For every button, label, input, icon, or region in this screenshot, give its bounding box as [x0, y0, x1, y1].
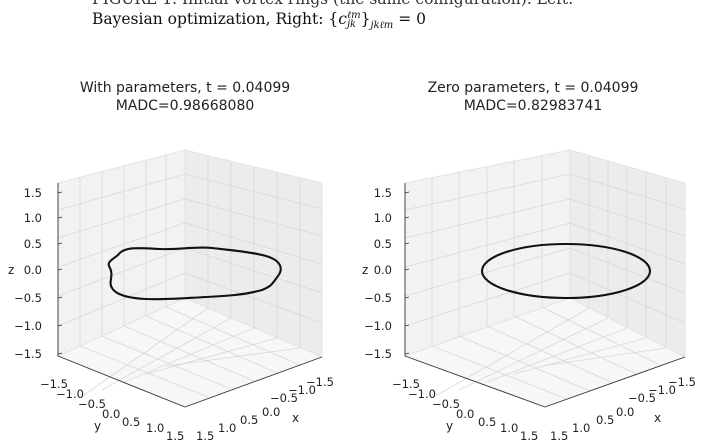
panel-right-y-tick-2: −0.5: [432, 397, 460, 411]
panel-left-x-tick-1: 1.0: [218, 421, 236, 435]
panel-left-z-tick-1: 1.0: [24, 211, 42, 225]
panel-right-y-tick-0: −1.5: [392, 377, 420, 391]
caption-math-outer-sub: jkℓm: [370, 20, 394, 32]
panel-left-axes-box: 1.5 1.0 0.5 0.0 −0.5 −1.0 −1.5 z −1.5 −1…: [8, 149, 334, 443]
panel-left-y-tick-1: −1.0: [56, 387, 84, 401]
panel-left-x-tick-2: 0.5: [240, 413, 258, 427]
panel-right-z-tick-0: 1.5: [374, 186, 392, 200]
panel-left-vortex-ring: [107, 246, 282, 301]
caption-line-2-text: Bayesian optimization, Right:: [92, 10, 329, 28]
panel-right-z-tick-6: −1.5: [364, 347, 392, 361]
panel-left-z-tick-2: 0.5: [24, 237, 42, 251]
panel-left-z-tick-6: −1.5: [14, 347, 42, 361]
panel-left-y-label: y: [94, 419, 101, 433]
panel-right-title-line2: MADC=0.82983741: [464, 98, 603, 114]
caption-math-sub: jk: [346, 19, 357, 30]
panel-left-y-tick-2: −0.5: [78, 397, 106, 411]
panel-right-x-tick-3: 0.0: [616, 405, 634, 419]
panel-right-y-label: y: [446, 419, 453, 433]
panel-left-z-tick-4: −0.5: [14, 291, 42, 305]
panel-left-title-line2: MADC=0.98668080: [116, 98, 255, 114]
panel-right-axes-box: 1.5 1.0 0.5 0.0 −0.5 −1.0 −1.5 z −1.5 −1…: [362, 149, 696, 443]
panel-right: Zero parameters, t = 0.04099 MADC=0.8298…: [362, 80, 696, 443]
panel-right-z-tick-5: −1.0: [364, 319, 392, 333]
panel-right-x-tick-6: −1.5: [668, 375, 696, 389]
caption-math-suffix: = 0: [393, 10, 426, 28]
panel-right-y-tick-1: −1.0: [408, 387, 436, 401]
panel-left-y-tick-6: 1.5: [166, 429, 184, 443]
panel-right-x-label: x: [654, 411, 661, 425]
caption-line-1: FIGURE 1. Initial vortex rings (the same…: [92, 0, 573, 10]
panel-left-z-tick-0: 1.5: [24, 186, 42, 200]
panel-left-x-tick-5: −1.0: [288, 383, 316, 397]
panel-left-z-ticks: [57, 191, 63, 355]
panel-right-x-tick-1: 1.0: [572, 421, 590, 435]
panel-right-vortex-ring: [480, 242, 652, 300]
panel-right-z-tick-1: 1.0: [374, 211, 392, 225]
panel-right-z-ticks: [404, 191, 410, 355]
panel-left-x-tick-3: 0.0: [262, 405, 280, 419]
panel-right-y-tick-6: 1.5: [520, 429, 538, 443]
panel-right-x-tick-0: 1.5: [550, 429, 568, 443]
panel-right-z-tick-2: 0.5: [374, 237, 392, 251]
panel-left-grid: [57, 155, 323, 399]
panel-right-x-tick-2: 0.5: [596, 413, 614, 427]
panel-left-z-tick-5: −1.0: [14, 319, 42, 333]
panel-left-z-tick-3: 0.0: [24, 263, 42, 277]
panel-right-grid: [404, 155, 686, 400]
panel-left-y-tick-5: 1.0: [146, 421, 164, 435]
panel-left-x-axis: [184, 356, 323, 408]
caption-math-sup: ℓm: [346, 10, 361, 21]
panel-right-x-tick-5: −1.0: [648, 383, 676, 397]
panel-left-x-tick-6: −1.5: [306, 375, 334, 389]
panel-left-y-tick-3: 0.0: [102, 407, 120, 421]
panel-right-x-axis: [544, 356, 686, 408]
panel-right-y-tick-4: 0.5: [478, 415, 496, 429]
panel-right-y-axis: [404, 355, 546, 408]
panel-right-y-tick-5: 1.0: [500, 421, 518, 435]
panel-left-title-line1: With parameters, t = 0.04099: [80, 80, 290, 96]
panel-right-x-tick-4: −0.5: [628, 391, 656, 405]
panel-left-z-label: z: [8, 263, 14, 277]
caption-math-c: c: [338, 10, 347, 28]
panel-right-title-line1: Zero parameters, t = 0.04099: [428, 80, 639, 96]
caption-line-2: Bayesian optimization, Right: {c ℓm jk}jkℓ…: [92, 10, 426, 32]
panel-right-z-tick-3: 0.0: [374, 263, 392, 277]
panel-left-y-axis: [57, 355, 186, 408]
panel-left-y-tick-4: 0.5: [122, 415, 140, 429]
panel-right-y-tick-3: 0.0: [456, 407, 474, 421]
panel-left-x-tick-4: −0.5: [270, 391, 298, 405]
panel-left-x-tick-0: 1.5: [196, 429, 214, 443]
panel-left: With parameters, t = 0.04099 MADC=0.9866…: [8, 80, 334, 443]
panel-right-z-label: z: [362, 263, 368, 277]
panel-left-y-tick-0: −1.5: [40, 377, 68, 391]
panel-left-x-label: x: [292, 411, 299, 425]
panel-right-z-tick-4: −0.5: [364, 291, 392, 305]
